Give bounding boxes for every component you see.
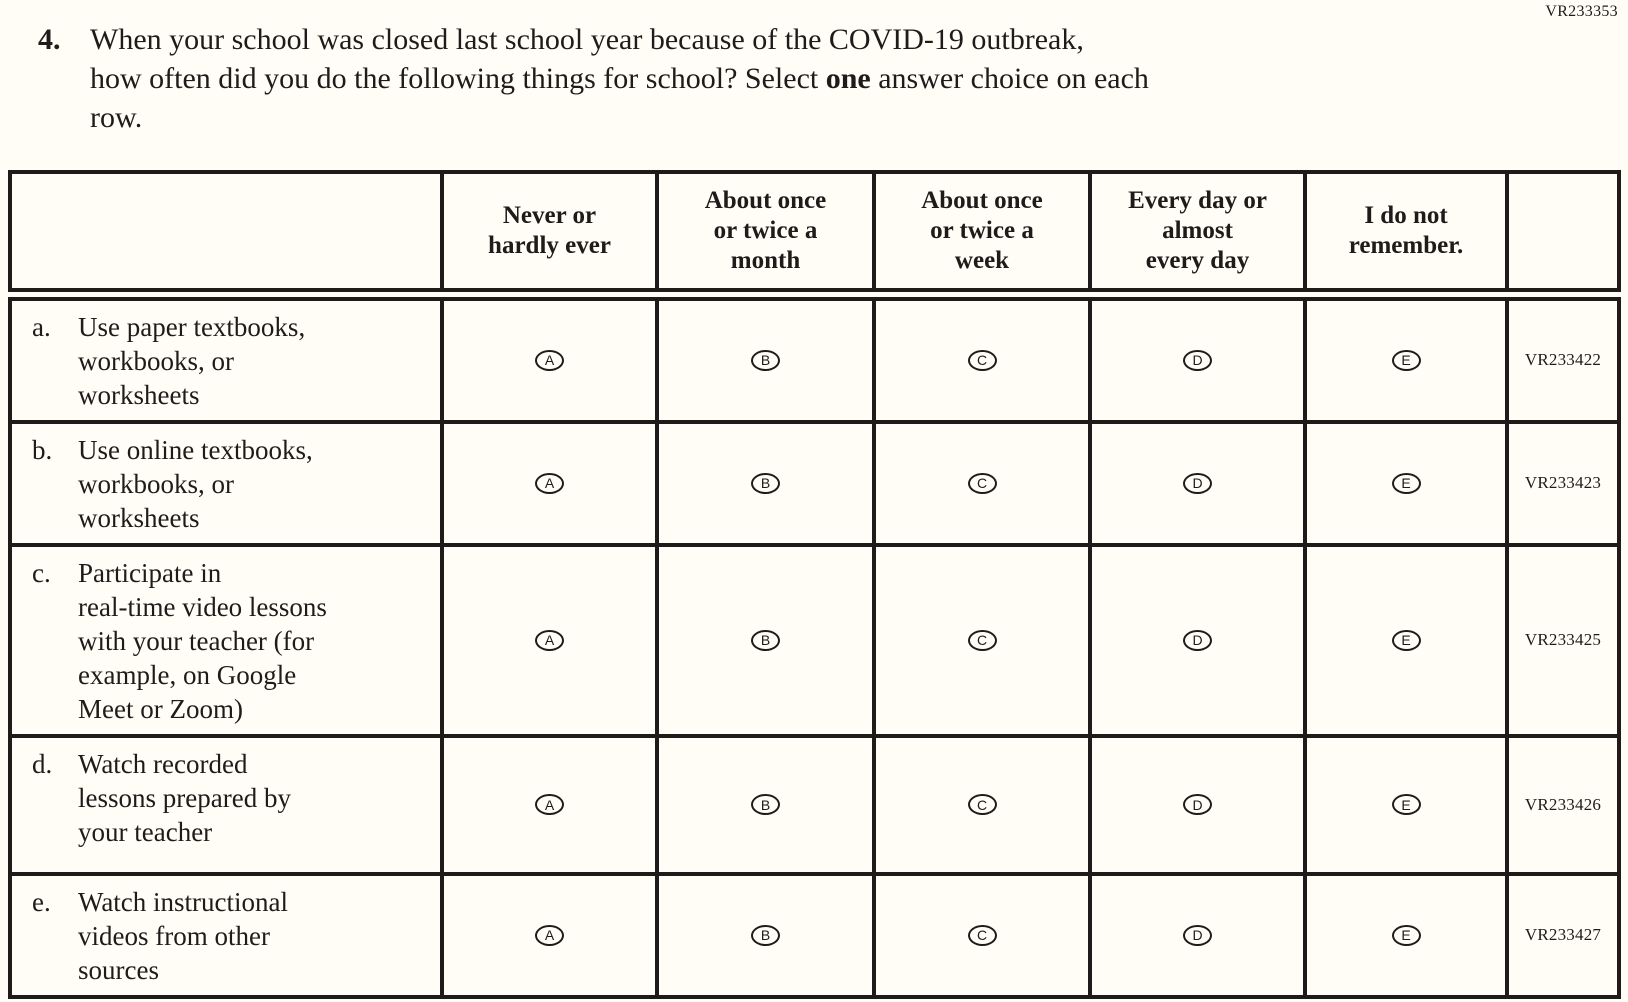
row-e-answer-bubble-a[interactable]: A — [535, 924, 564, 946]
row-a-answer-bubble-e[interactable]: E — [1391, 349, 1421, 371]
row-b-cell-not-remember: E — [1303, 419, 1509, 547]
row-e-answer-bubble-c[interactable]: C — [967, 924, 997, 946]
row-a-answer-bubble-c[interactable]: C — [967, 349, 997, 371]
row-c-cell-once-week: C — [872, 542, 1092, 738]
question-text-line: When your school was closed last school … — [90, 23, 1084, 56]
row-d-answer-bubble-a[interactable]: A — [535, 794, 564, 815]
row-b-label: b. Use online textbooks, workbooks, or w… — [8, 419, 444, 547]
column-header-never: Never or hardly ever — [440, 170, 659, 301]
header-code-cell — [1505, 170, 1621, 301]
table-row-b: b. Use online textbooks, workbooks, or w… — [8, 419, 1621, 547]
row-c-label: c. Participate in real-time video lesson… — [8, 542, 444, 738]
row-e-answer-bubble-b[interactable]: B — [751, 924, 780, 946]
row-d-code: VR233426 — [1505, 733, 1621, 876]
row-c-cell-not-remember: E — [1303, 542, 1509, 738]
question-text-line: row. — [90, 101, 143, 134]
form-code: VR233353 — [1545, 3, 1618, 20]
row-d-answer-bubble-b[interactable]: B — [751, 794, 780, 815]
row-label-text: Use paper textbooks, workbooks, or works… — [78, 311, 306, 410]
column-header-once-month: About once or twice a month — [655, 170, 876, 301]
row-letter: a. — [32, 311, 51, 342]
row-d-answer-bubble-e[interactable]: E — [1391, 794, 1421, 815]
column-header-not-remember: I do not remember. — [1303, 170, 1509, 301]
row-c-answer-bubble-a[interactable]: A — [535, 629, 564, 651]
row-a-cell-every-day: D — [1088, 292, 1307, 424]
row-a-cell-never: A — [440, 292, 659, 424]
header-empty-cell — [8, 170, 444, 301]
row-e-cell-not-remember: E — [1303, 871, 1509, 999]
row-c-answer-bubble-d[interactable]: D — [1183, 629, 1212, 651]
row-d-cell-once-week: C — [872, 733, 1092, 876]
question-number: 4. — [38, 23, 61, 56]
row-a-cell-not-remember: E — [1303, 292, 1509, 424]
table-row-c: c. Participate in real-time video lesson… — [8, 542, 1621, 738]
row-e-cell-never: A — [440, 871, 659, 999]
row-b-answer-bubble-c[interactable]: C — [967, 472, 997, 494]
row-label-text: Participate in real-time video lessons w… — [78, 557, 327, 724]
row-a-answer-bubble-d[interactable]: D — [1183, 349, 1212, 371]
row-letter: e. — [32, 886, 51, 917]
column-header-every-day: Every day or almost every day — [1088, 170, 1307, 301]
row-a-cell-once-week: C — [872, 292, 1092, 424]
row-b-answer-bubble-d[interactable]: D — [1183, 472, 1212, 494]
question-text-segment: answer choice on each — [870, 62, 1149, 95]
table-row-e: e. Watch instructional videos from other… — [8, 871, 1621, 999]
column-header-once-week: About once or twice a week — [872, 170, 1092, 301]
row-d-cell-not-remember: E — [1303, 733, 1509, 876]
row-d-label: d. Watch recorded lessons prepared by yo… — [8, 733, 444, 876]
row-b-answer-bubble-a[interactable]: A — [535, 472, 564, 494]
row-d-cell-once-month: B — [655, 733, 876, 876]
survey-table: Never or hardly ever About once or twice… — [8, 170, 1621, 999]
question-text-bold: one — [825, 62, 871, 95]
row-letter: d. — [32, 748, 53, 779]
row-e-label: e. Watch instructional videos from other… — [8, 871, 444, 999]
row-a-code: VR233422 — [1505, 292, 1621, 424]
row-letter: b. — [32, 434, 53, 465]
row-letter: c. — [32, 557, 51, 588]
row-e-cell-once-month: B — [655, 871, 876, 999]
row-d-answer-bubble-d[interactable]: D — [1183, 794, 1212, 815]
row-b-cell-every-day: D — [1088, 419, 1307, 547]
row-c-cell-once-month: B — [655, 542, 876, 738]
row-c-answer-bubble-b[interactable]: B — [751, 629, 780, 651]
row-e-answer-bubble-e[interactable]: E — [1391, 924, 1421, 946]
row-b-code: VR233423 — [1505, 419, 1621, 547]
table-row-d: d. Watch recorded lessons prepared by yo… — [8, 733, 1621, 876]
row-c-cell-never: A — [440, 542, 659, 738]
row-e-code: VR233427 — [1505, 871, 1621, 999]
header-row: Never or hardly ever About once or twice… — [8, 170, 1621, 301]
row-c-cell-every-day: D — [1088, 542, 1307, 738]
row-label-text: Use online textbooks, workbooks, or work… — [78, 434, 313, 533]
row-c-answer-bubble-c[interactable]: C — [967, 629, 997, 651]
row-e-cell-once-week: C — [872, 871, 1092, 999]
row-a-answer-bubble-b[interactable]: B — [751, 349, 780, 371]
row-c-answer-bubble-e[interactable]: E — [1391, 629, 1421, 651]
row-d-answer-bubble-c[interactable]: C — [967, 794, 997, 815]
row-d-cell-every-day: D — [1088, 733, 1307, 876]
question-text-segment: how often did you do the following thing… — [90, 62, 826, 95]
row-d-cell-never: A — [440, 733, 659, 876]
row-a-label: a. Use paper textbooks, workbooks, or wo… — [8, 292, 444, 424]
row-a-cell-once-month: B — [655, 292, 876, 424]
row-label-text: Watch recorded lessons prepared by your … — [78, 748, 291, 847]
row-b-cell-never: A — [440, 419, 659, 547]
row-a-answer-bubble-a[interactable]: A — [535, 349, 564, 371]
row-label-text: Watch instructional videos from other so… — [78, 886, 289, 985]
row-e-cell-every-day: D — [1088, 871, 1307, 999]
question: 4. When your school was closed last scho… — [38, 20, 1418, 137]
row-e-answer-bubble-d[interactable]: D — [1183, 924, 1212, 946]
table-row-a: a. Use paper textbooks, workbooks, or wo… — [8, 292, 1621, 424]
row-b-answer-bubble-e[interactable]: E — [1391, 472, 1421, 494]
row-b-cell-once-month: B — [655, 419, 876, 547]
row-b-cell-once-week: C — [872, 419, 1092, 547]
question-text: When your school was closed last school … — [90, 20, 1149, 137]
row-b-answer-bubble-b[interactable]: B — [751, 472, 780, 494]
question-text-line: how often did you do the following thing… — [90, 59, 1149, 98]
row-c-code: VR233425 — [1505, 542, 1621, 738]
